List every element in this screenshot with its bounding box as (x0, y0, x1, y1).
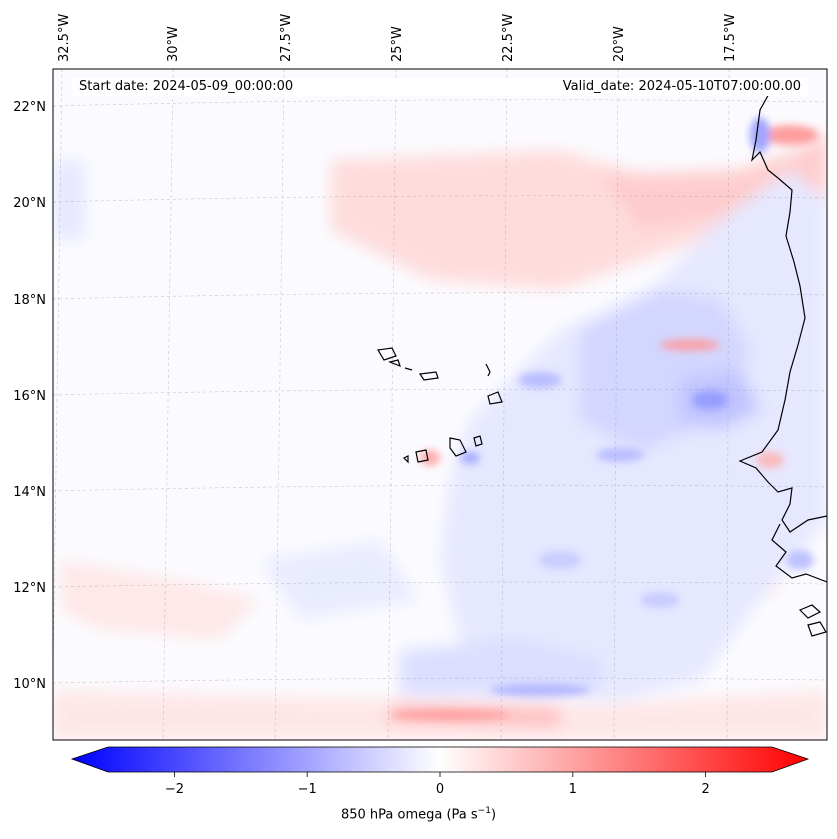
colorbar-label-suffix: ) (490, 807, 497, 823)
longitude-labels: 32.5°W 30°W 27.5°W 25°W 22.5°W 20°W 17.5… (57, 14, 738, 62)
colorbar-label: 850 hPa omega (Pa s−1) (0, 806, 837, 822)
colorbar-bar (70, 746, 810, 773)
map-frame (52, 68, 828, 741)
coastline (377, 91, 827, 637)
colorbar-label-exponent: −1 (477, 806, 491, 816)
colorbar-label-prefix: 850 hPa omega (Pa s (340, 807, 478, 823)
lat-label: 20°N (13, 196, 46, 211)
colorbar-tick-label: 2 (701, 782, 709, 797)
colorbar-tick-label: −1 (298, 782, 317, 797)
lon-label: 20°W (612, 26, 627, 62)
valid-date: Valid_date: 2024-05-10T07:00:00.00 (562, 79, 801, 94)
colorbar-ticks: −2 −1 0 1 2 (165, 772, 710, 797)
lat-label: 10°N (13, 677, 46, 692)
lon-label: 27.5°W (279, 14, 294, 62)
lon-label: 17.5°W (723, 14, 738, 62)
omega-field (53, 69, 827, 740)
colorbar-tick-label: 1 (569, 782, 577, 797)
lon-label: 30°W (166, 26, 181, 62)
lon-label: 22.5°W (501, 14, 516, 62)
lat-label: 12°N (13, 581, 46, 596)
latitude-labels: 22°N 20°N 18°N 16°N 14°N 12°N 10°N (13, 100, 46, 692)
lat-label: 22°N (13, 100, 46, 115)
lat-label: 14°N (13, 485, 46, 500)
date-header: Start date: 2024-05-09_00:00:00 Valid_da… (72, 78, 808, 96)
colorbar: −2 −1 0 1 2 (70, 746, 810, 797)
colorbar-tick-label: 0 (436, 782, 444, 797)
lon-label: 25°W (390, 26, 405, 62)
graticule (53, 69, 827, 740)
lon-label: 32.5°W (57, 14, 72, 62)
start-date: Start date: 2024-05-09_00:00:00 (79, 79, 294, 94)
colorbar-tick-label: −2 (165, 782, 184, 797)
lat-label: 18°N (13, 293, 46, 308)
lat-label: 16°N (13, 389, 46, 404)
